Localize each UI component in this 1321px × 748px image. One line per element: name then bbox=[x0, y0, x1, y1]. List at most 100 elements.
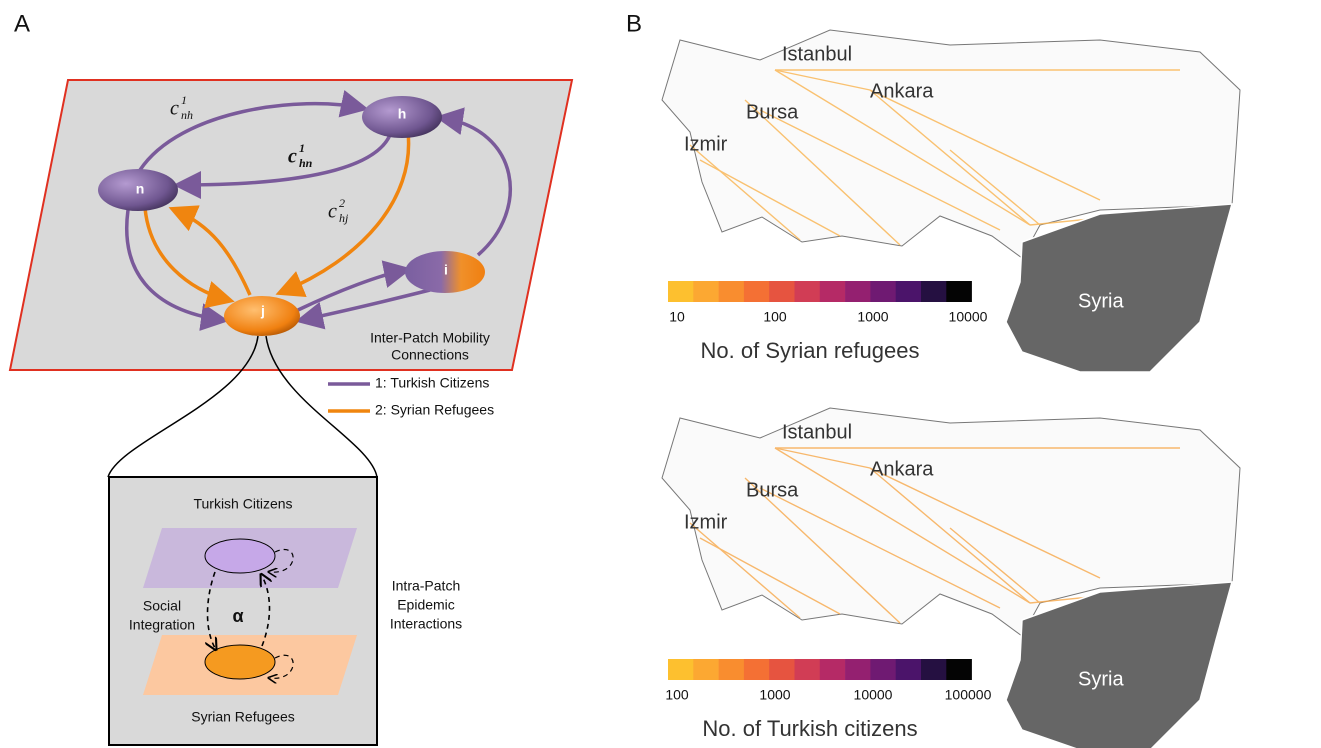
side-label: Intra-Patch bbox=[392, 578, 460, 594]
scale-swatch bbox=[743, 281, 770, 302]
scale-swatch bbox=[693, 281, 719, 302]
country-label: Syria bbox=[1078, 290, 1124, 312]
city-label: Bursa bbox=[746, 479, 799, 501]
city-label: Bursa bbox=[746, 101, 799, 123]
flow-line bbox=[869, 89, 1101, 201]
scale-swatch bbox=[794, 659, 821, 680]
edge-label-sup: 1 bbox=[181, 93, 187, 107]
scale-tick: 100000 bbox=[945, 687, 992, 703]
city-label: Ankara bbox=[870, 80, 934, 102]
node-label: n bbox=[136, 181, 145, 197]
node bbox=[224, 296, 300, 336]
panel-b: B Istanbul Ankara Bursa Izmir Syria 10 100 1000… bbox=[626, 10, 1241, 748]
inset bbox=[108, 476, 378, 746]
compartment bbox=[204, 644, 276, 680]
scale-title: No. of Syrian refugees bbox=[701, 338, 920, 363]
scale-swatch bbox=[946, 281, 972, 302]
city-label: Izmir bbox=[684, 133, 728, 155]
flow-line bbox=[744, 99, 901, 246]
caption: Connections bbox=[391, 347, 469, 363]
scale-tick: 1000 bbox=[759, 687, 790, 703]
flow-line bbox=[774, 69, 1031, 226]
scale-swatch bbox=[845, 659, 871, 680]
scale-swatch bbox=[946, 659, 972, 680]
panel-label: B bbox=[626, 10, 642, 37]
scale-swatch bbox=[743, 659, 770, 680]
scale-swatch bbox=[769, 659, 795, 680]
scale-tick: 10000 bbox=[854, 687, 893, 703]
scale-swatch bbox=[819, 659, 846, 680]
panel-label: A bbox=[14, 10, 30, 37]
flow-line bbox=[949, 527, 1041, 604]
interaction-arrows bbox=[208, 549, 294, 678]
scale-swatch bbox=[819, 281, 846, 302]
scale-swatch bbox=[870, 659, 896, 680]
scale-tick: 100 bbox=[665, 687, 689, 703]
edge-label-sup: 2 bbox=[339, 196, 345, 210]
edge-labels: c 1 nh c 1 hn c 2 hj bbox=[170, 93, 349, 225]
side-label: Integration bbox=[129, 617, 195, 633]
coupling: α bbox=[232, 606, 243, 626]
city-label: Ankara bbox=[870, 458, 934, 480]
caption: Inter-Patch Mobility bbox=[370, 330, 490, 346]
edges bbox=[125, 89, 512, 331]
scale-tick: 10 bbox=[669, 309, 685, 325]
map: Istanbul Ankara Bursa Izmir Syria 10 100 1000 10… bbox=[661, 29, 1241, 373]
scale-swatch bbox=[921, 281, 947, 302]
edge-label-sub: nh bbox=[181, 108, 193, 122]
node bbox=[98, 169, 178, 211]
node-label: h bbox=[398, 106, 407, 122]
scale-swatch bbox=[870, 281, 896, 302]
scale-title: No. of Turkish citizens bbox=[702, 716, 917, 741]
node-label: j bbox=[260, 303, 265, 319]
scale-swatch bbox=[921, 659, 947, 680]
flow-line bbox=[774, 447, 871, 469]
scale-swatch bbox=[769, 281, 795, 302]
legend-label: 2: Syrian Refugees bbox=[375, 402, 494, 418]
panel-a: A h n i j c 1 nh c 1 hn c 2 hj Inter-Pat… bbox=[8, 10, 574, 746]
scale-swatch bbox=[668, 659, 694, 680]
node bbox=[405, 251, 485, 293]
flow-line bbox=[869, 467, 1101, 579]
flow-line bbox=[759, 109, 1001, 231]
nodes: h n i j bbox=[98, 96, 485, 336]
flow-line bbox=[689, 144, 801, 241]
flow-line bbox=[699, 159, 841, 237]
scale-swatch bbox=[718, 659, 745, 680]
edge-label-base: c bbox=[328, 201, 337, 223]
scale-tick: 10000 bbox=[949, 309, 988, 325]
city-label: Istanbul bbox=[782, 43, 852, 65]
flow-line bbox=[759, 487, 1001, 609]
scale-swatch bbox=[693, 659, 719, 680]
zoom-lines bbox=[107, 335, 378, 478]
side-label: Social bbox=[143, 598, 181, 614]
scale-swatch bbox=[718, 281, 745, 302]
scale-swatch bbox=[668, 281, 694, 302]
flow-line bbox=[744, 477, 901, 624]
scale-swatch bbox=[895, 281, 922, 302]
flow-line bbox=[949, 149, 1041, 226]
patch-plane bbox=[8, 79, 574, 371]
scale-swatch bbox=[845, 281, 871, 302]
flow-line bbox=[774, 447, 1031, 604]
scale-swatch bbox=[895, 659, 922, 680]
flow-line bbox=[869, 89, 1031, 226]
flow-line bbox=[869, 467, 1031, 604]
scale-tick: 1000 bbox=[857, 309, 888, 325]
neighbor-shape bbox=[1005, 203, 1234, 373]
side-label: Epidemic bbox=[397, 597, 455, 613]
scale-tick: 100 bbox=[763, 309, 787, 325]
node bbox=[362, 96, 442, 138]
flow-line bbox=[699, 537, 841, 615]
edge-label-base: c bbox=[288, 146, 297, 168]
edge-label-sub: hj bbox=[339, 211, 349, 225]
country-label: Syria bbox=[1078, 668, 1124, 690]
flow-line bbox=[689, 522, 801, 619]
node-label: i bbox=[444, 262, 448, 278]
city-label: Izmir bbox=[684, 511, 728, 533]
city-label: Istanbul bbox=[782, 421, 852, 443]
layer-label: Turkish Citizens bbox=[193, 496, 292, 512]
edge-label-base: c bbox=[170, 98, 179, 120]
side-label: Interactions bbox=[390, 616, 462, 632]
